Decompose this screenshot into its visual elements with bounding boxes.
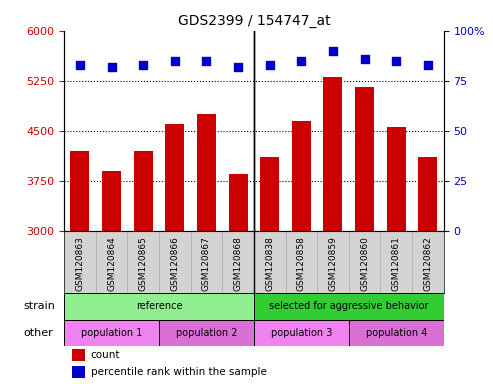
Point (203, 58, 211, 64)
Bar (71, 366, 85, 379)
Text: GSM120862: GSM120862 (423, 236, 432, 291)
Text: GSM120838: GSM120838 (265, 236, 274, 291)
Text: selected for aggressive behavior: selected for aggressive behavior (269, 301, 428, 311)
Bar (70, 151, 89, 384)
Point (361, 56, 369, 62)
Text: count: count (91, 350, 120, 360)
Text: population 4: population 4 (366, 328, 427, 338)
Point (139, 62, 147, 68)
Point (329, 48, 337, 54)
Text: population 2: population 2 (176, 328, 237, 338)
Point (107, 64, 115, 70)
Text: GSM120867: GSM120867 (202, 236, 211, 291)
Bar (71, 349, 85, 361)
Text: population 3: population 3 (271, 328, 332, 338)
Point (266, 62, 274, 68)
Text: strain: strain (23, 301, 55, 311)
Text: GSM120864: GSM120864 (107, 236, 116, 291)
Point (234, 64, 242, 70)
Bar (165, 124, 184, 384)
Text: percentile rank within the sample: percentile rank within the sample (91, 367, 267, 377)
Bar (254, 293, 444, 319)
Bar (64, 319, 159, 346)
Bar (159, 319, 254, 346)
Text: GSM120865: GSM120865 (139, 236, 148, 291)
Point (171, 58, 179, 64)
Text: population 1: population 1 (81, 328, 142, 338)
Bar (387, 127, 406, 384)
Point (76, 62, 84, 68)
Bar (197, 114, 216, 384)
Bar (419, 157, 437, 384)
Bar (260, 157, 279, 384)
Title: GDS2399 / 154747_at: GDS2399 / 154747_at (177, 14, 330, 28)
Text: other: other (23, 328, 53, 338)
Text: GSM120866: GSM120866 (170, 236, 179, 291)
Text: GSM120861: GSM120861 (392, 236, 401, 291)
Text: GSM120860: GSM120860 (360, 236, 369, 291)
Bar (134, 151, 153, 384)
Text: GSM120859: GSM120859 (328, 236, 338, 291)
Point (297, 58, 305, 64)
Point (424, 62, 432, 68)
Bar (64, 293, 254, 319)
Text: GSM120863: GSM120863 (75, 236, 84, 291)
Point (392, 58, 400, 64)
Text: GSM120858: GSM120858 (297, 236, 306, 291)
Bar (229, 174, 247, 384)
Bar (355, 88, 374, 384)
Bar (102, 171, 121, 384)
Bar (323, 78, 343, 384)
Bar (292, 121, 311, 384)
Bar (349, 319, 444, 346)
Bar (254, 319, 349, 346)
Text: GSM120868: GSM120868 (234, 236, 243, 291)
Text: reference: reference (136, 301, 182, 311)
